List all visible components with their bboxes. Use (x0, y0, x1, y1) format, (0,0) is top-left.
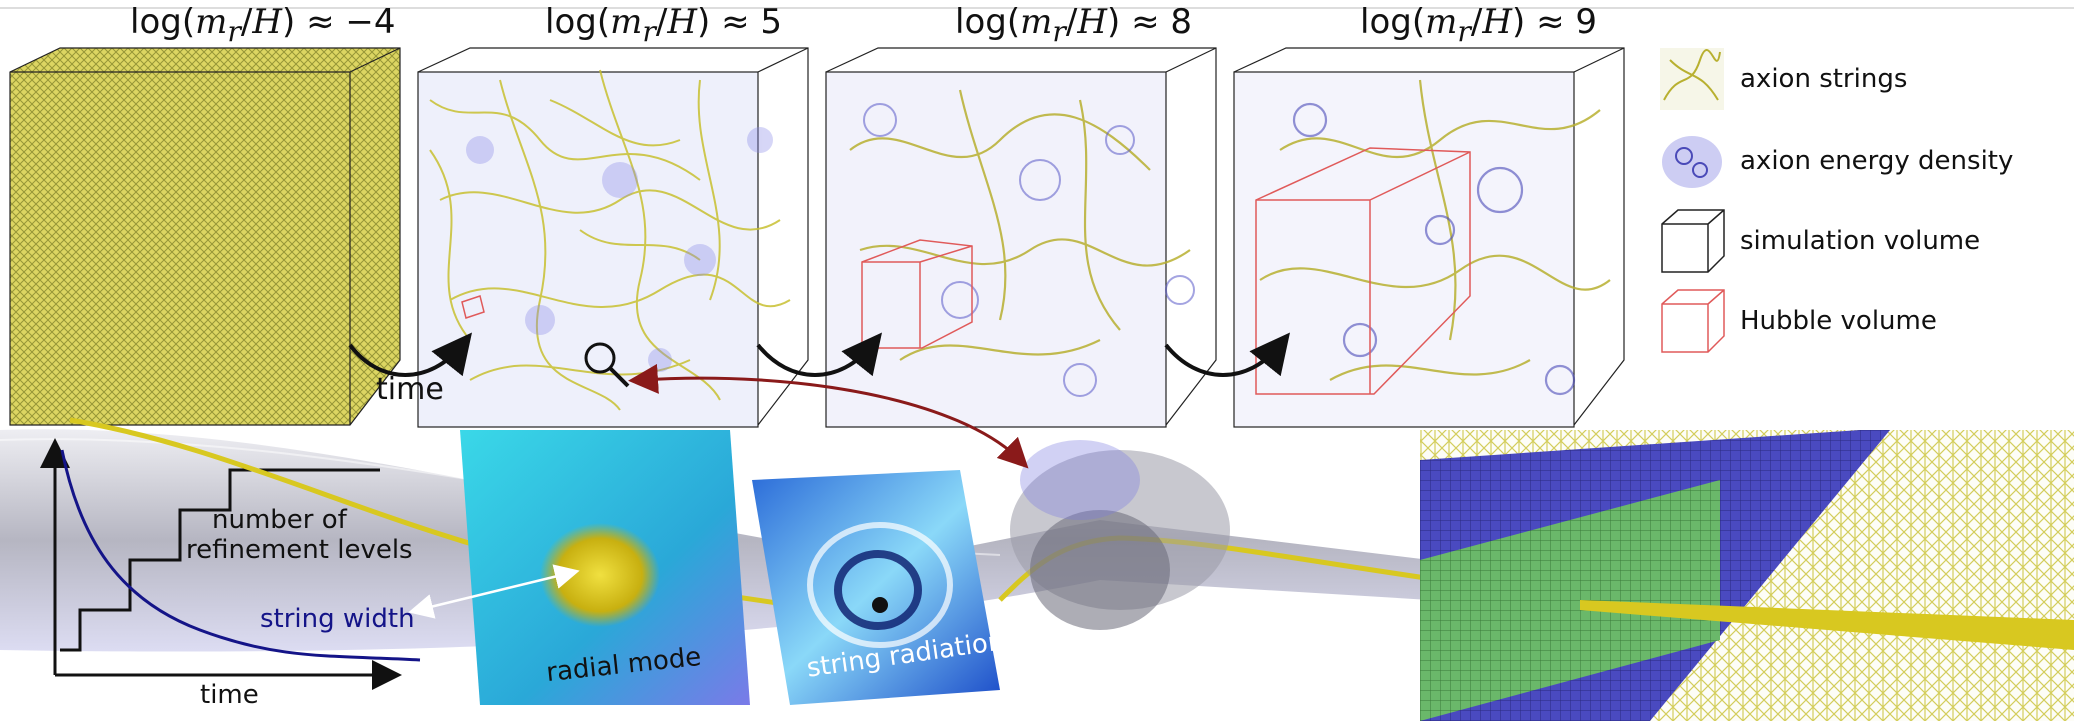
legend-axion-strings: axion strings (1740, 64, 1908, 94)
panel-title-2: log(mr/H) ≈ 5 (545, 2, 783, 48)
time-arrow-3 (1164, 332, 1291, 377)
black-cube-icon (1661, 209, 1725, 273)
yellow-string-icon (1660, 48, 1724, 110)
panel-title-4: log(mr/H) ≈ 9 (1360, 2, 1598, 48)
string-radiation-panel (752, 470, 1000, 705)
refinement-label-1: number of (212, 505, 347, 535)
zoom-arrow (628, 363, 1029, 469)
time-label: time (376, 372, 444, 407)
magnifier-icon (584, 342, 616, 374)
legend-simulation-volume: simulation volume (1740, 226, 1981, 256)
radial-mode-panel (460, 430, 750, 705)
legend-axion-energy-density: axion energy density (1740, 146, 2014, 176)
red-cube-icon (1661, 289, 1725, 353)
mesh-panel (1420, 430, 2074, 721)
cube-1 (9, 47, 401, 426)
blue-blob-icon (1662, 136, 1722, 188)
panel-title-3: log(mr/H) ≈ 8 (955, 2, 1193, 48)
panel-title-1: log(mr/H) ≈ −4 (130, 2, 396, 48)
time-axis-label: time (200, 680, 259, 710)
cube-3 (825, 47, 1217, 428)
refinement-plot (40, 438, 421, 690)
time-arrow-1 (348, 332, 473, 377)
cube-4 (1233, 47, 1625, 428)
legend-hubble-volume: Hubble volume (1740, 306, 1937, 336)
cube-2 (417, 47, 809, 428)
refinement-label-2: refinement levels (186, 535, 413, 565)
string-core-blob (1010, 440, 1230, 630)
string-width-label: string width (260, 604, 415, 634)
string-width-arrow (408, 564, 580, 619)
